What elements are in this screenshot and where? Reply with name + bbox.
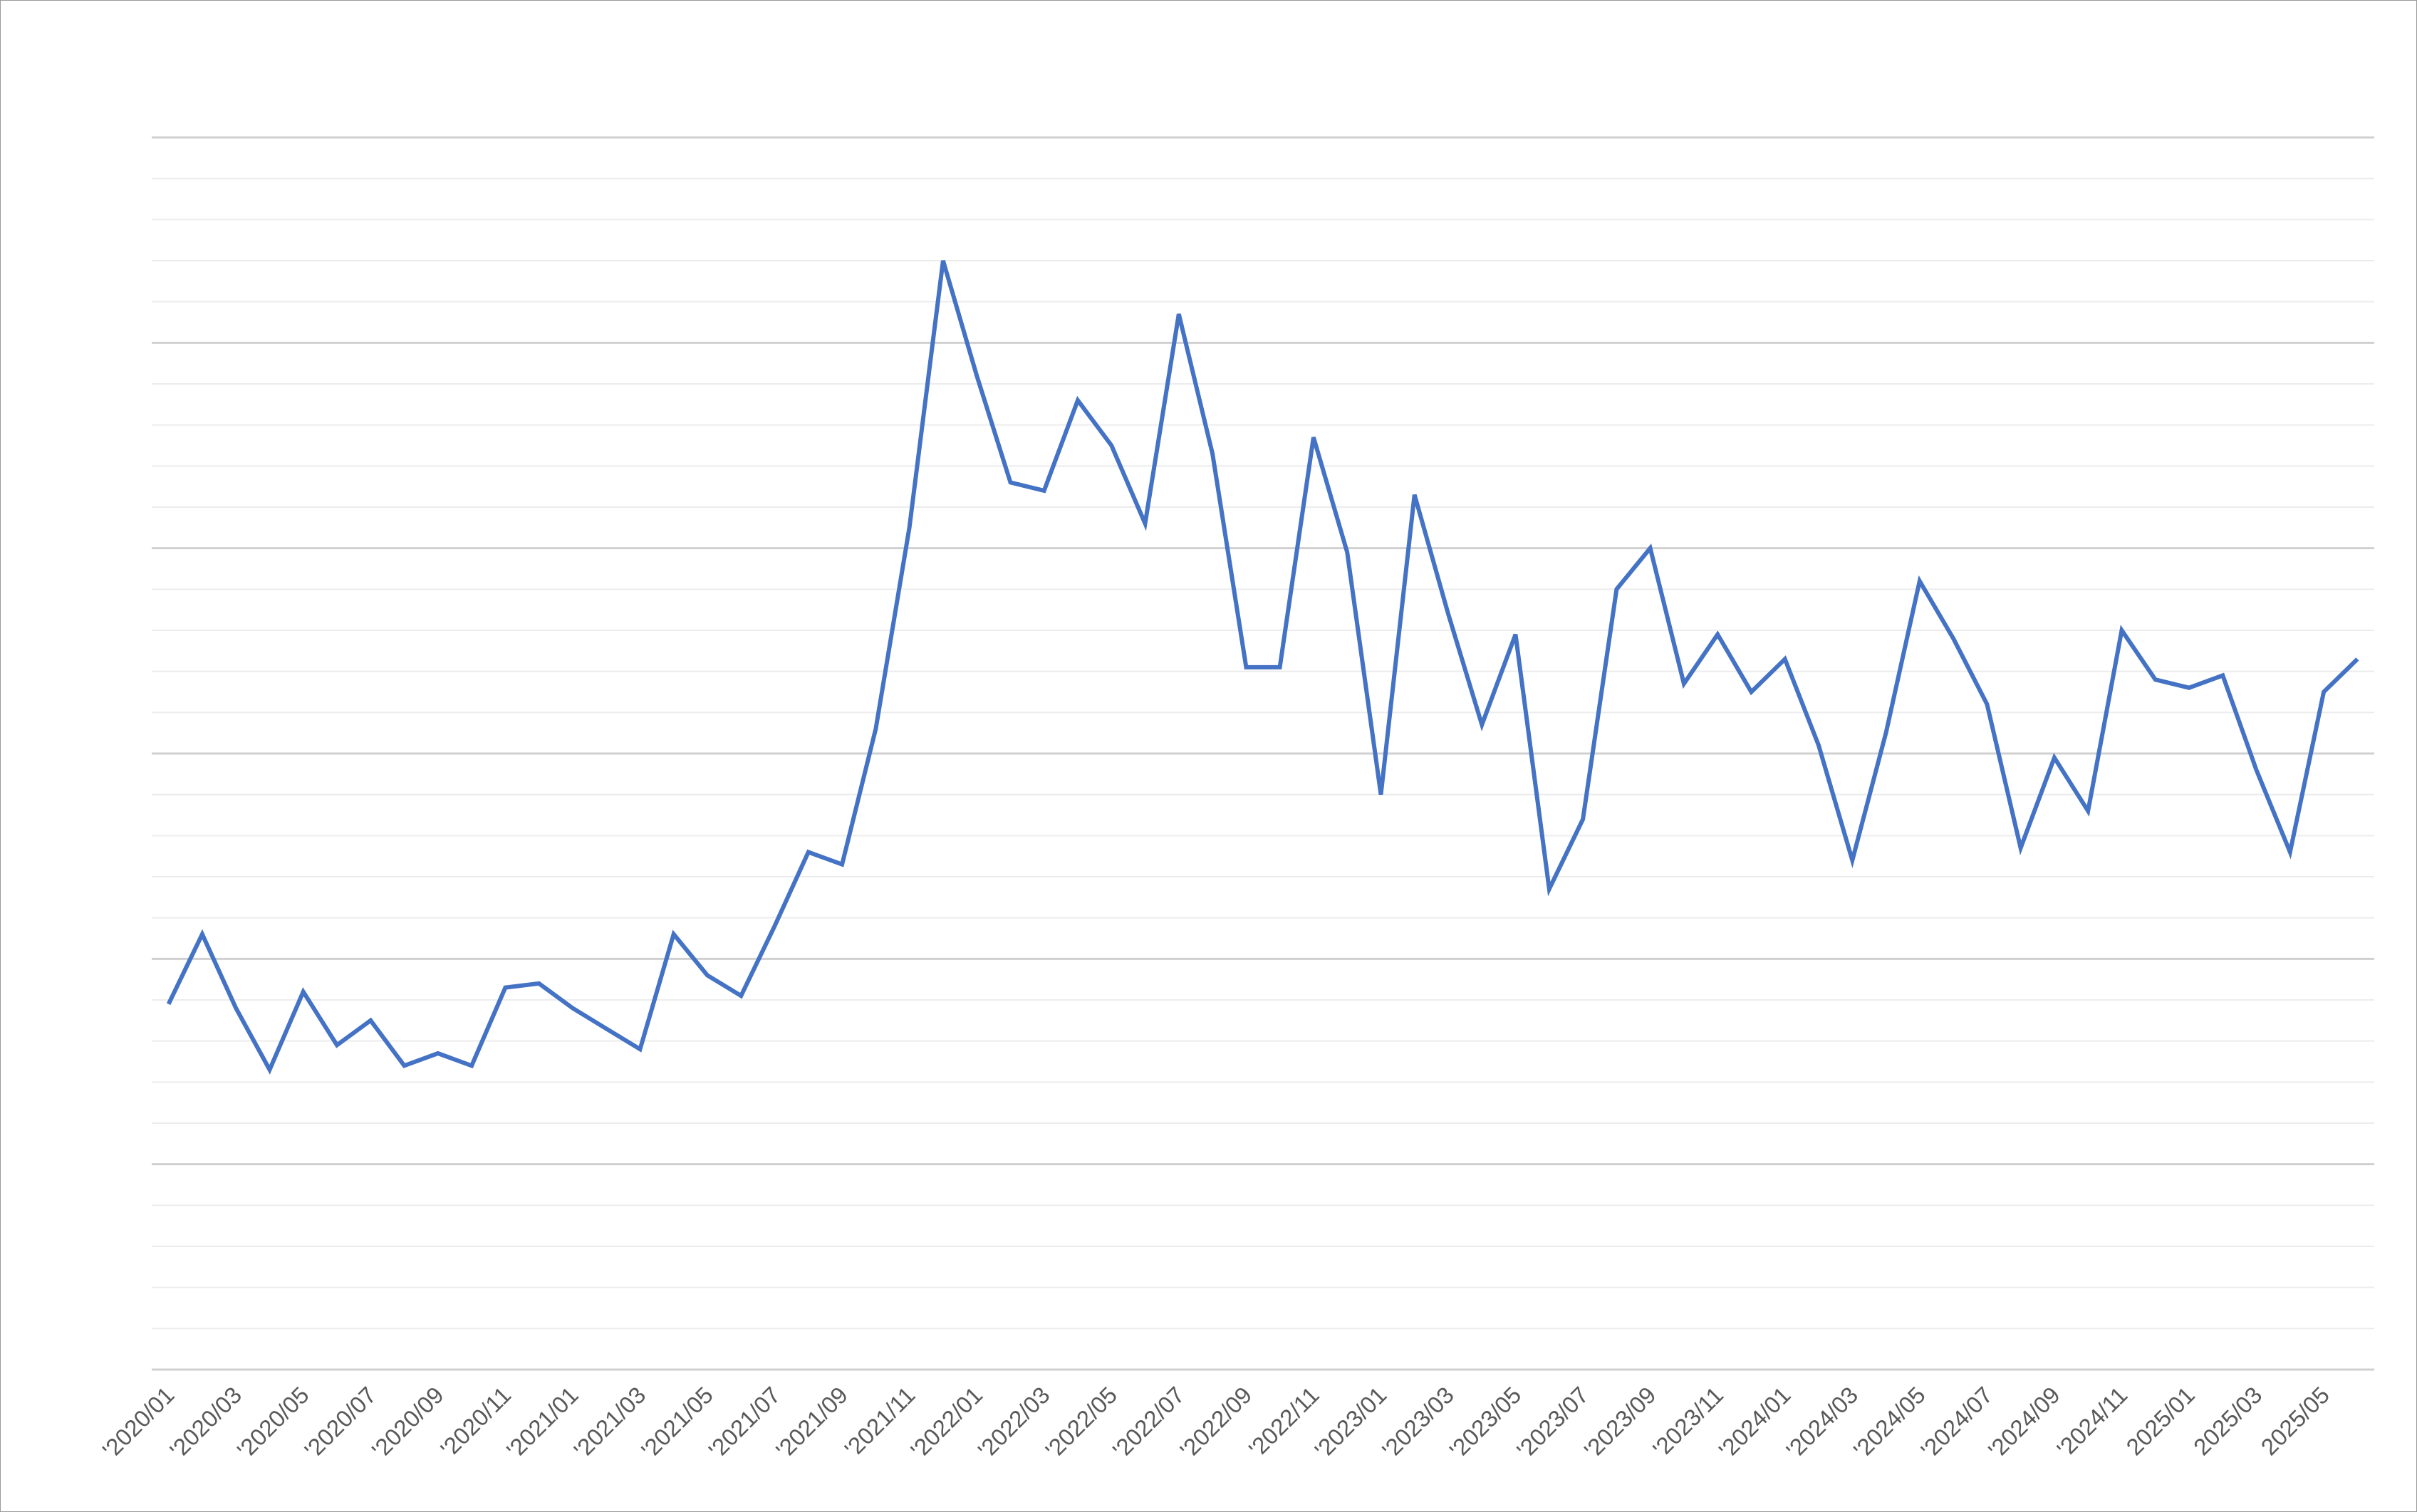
x-tick-label: '2024/03 [1781,1382,1863,1464]
x-tick-label: '2021/03 [568,1382,650,1464]
x-tick-label: '2020/07 [299,1382,381,1464]
x-tick-label: '2024/07 [1916,1382,1997,1464]
x-tick-label: '2023/07 [1512,1382,1594,1464]
x-tick-label: '2022/07 [1108,1382,1190,1464]
x-tick-label: '2022/11 [1244,1382,1324,1462]
x-tick-label: '2022/09 [1175,1382,1257,1464]
x-tick-label: '2021/07 [704,1382,786,1464]
series-layer [166,260,2359,1075]
x-tick-label: '2024/05 [1849,1382,1930,1464]
x-tick-label: '2023/05 [1445,1382,1527,1464]
x-tick-label: '2020/01 [98,1382,180,1464]
x-tick-label: '2020/11 [435,1382,516,1462]
x-tick-label: '2021/05 [636,1382,718,1464]
x-tick-label: '2023/01 [1309,1382,1391,1464]
x-tick-label: '2021/09 [771,1382,853,1464]
x-tick-label: '2020/03 [165,1382,246,1464]
x-tick-label: '2023/09 [1579,1382,1661,1464]
gridlines [152,136,2374,1371]
x-tick-label: '2024/01 [1714,1382,1796,1464]
x-tick-label: '2024/09 [1983,1382,2065,1464]
x-tick-label: '2021/01 [501,1382,583,1464]
x-tick-label: '2021/11 [839,1382,920,1462]
x-axis: '2020/01'2020/03'2020/05'2020/07'2020/09… [98,1382,2334,1464]
x-tick-label: 2025/01 [2121,1382,2200,1461]
x-tick-label: '2022/05 [1040,1382,1122,1464]
x-tick-label: 2025/05 [2256,1382,2335,1461]
x-tick-label: '2022/01 [905,1382,987,1464]
x-tick-label: '2020/09 [367,1382,449,1464]
series-line [166,260,2359,1075]
x-tick-label: 2025/03 [2188,1382,2267,1461]
x-tick-label: '2023/11 [1648,1382,1728,1462]
x-tick-label: '2020/05 [232,1382,314,1464]
x-tick-label: '2023/03 [1377,1382,1459,1464]
x-tick-label: '2022/03 [973,1382,1055,1464]
x-tick-label: '2024/11 [2052,1382,2132,1462]
